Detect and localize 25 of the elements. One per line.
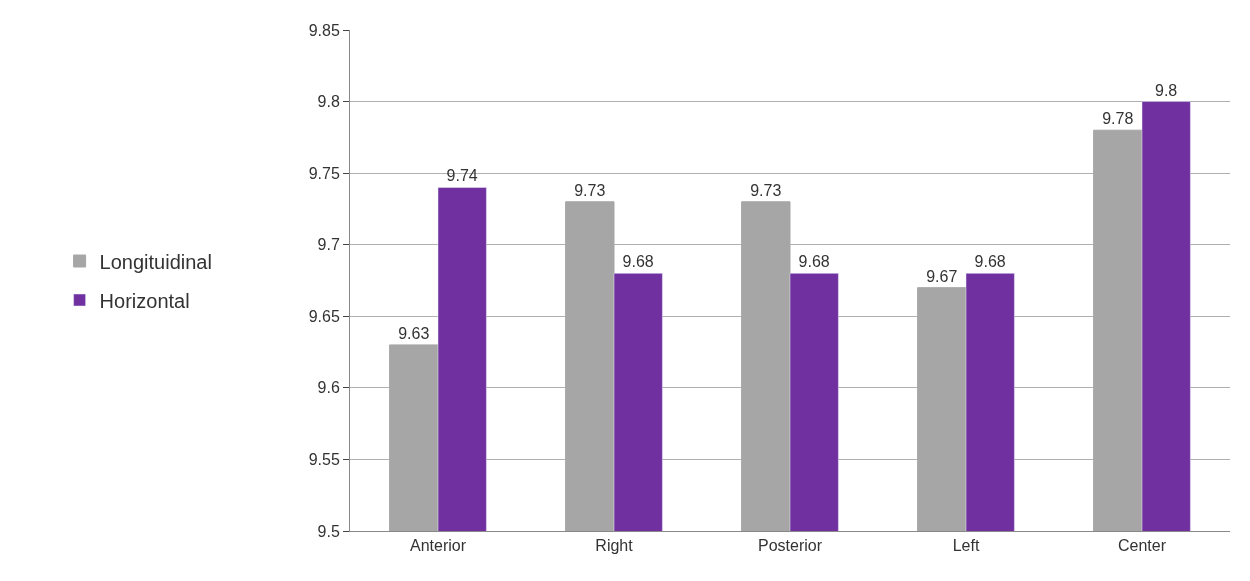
data-label: 9.78 xyxy=(1102,110,1134,128)
y-tick-label: 9.85 xyxy=(308,21,340,39)
y-tick-label: 9.5 xyxy=(317,522,340,540)
legend-label: Longituidinal xyxy=(99,250,212,273)
data-label: 9.67 xyxy=(926,267,958,285)
data-label: 9.8 xyxy=(1155,81,1178,99)
data-label: 9.63 xyxy=(398,324,430,342)
data-label: 9.68 xyxy=(622,253,654,271)
data-label: 9.74 xyxy=(446,167,478,185)
legend-label: Horizontal xyxy=(99,289,190,312)
data-label: 9.73 xyxy=(750,181,782,199)
y-tick-label: 9.7 xyxy=(317,236,340,254)
x-tick-label: Posterior xyxy=(757,537,823,555)
data-label: 9.68 xyxy=(798,253,830,271)
y-tick-label: 9.8 xyxy=(317,93,340,111)
x-tick-label: Center xyxy=(1117,537,1167,555)
y-tick-label: 9.6 xyxy=(317,379,340,397)
x-tick-label: Right xyxy=(595,537,634,555)
y-tick-label: 9.65 xyxy=(308,307,340,325)
x-tick-label: Anterior xyxy=(409,537,467,555)
y-tick-label: 9.75 xyxy=(308,164,340,182)
data-label: 9.73 xyxy=(574,181,606,199)
x-tick-label: Left xyxy=(952,537,980,555)
y-tick-label: 9.55 xyxy=(308,451,340,469)
data-label: 9.68 xyxy=(974,253,1006,271)
